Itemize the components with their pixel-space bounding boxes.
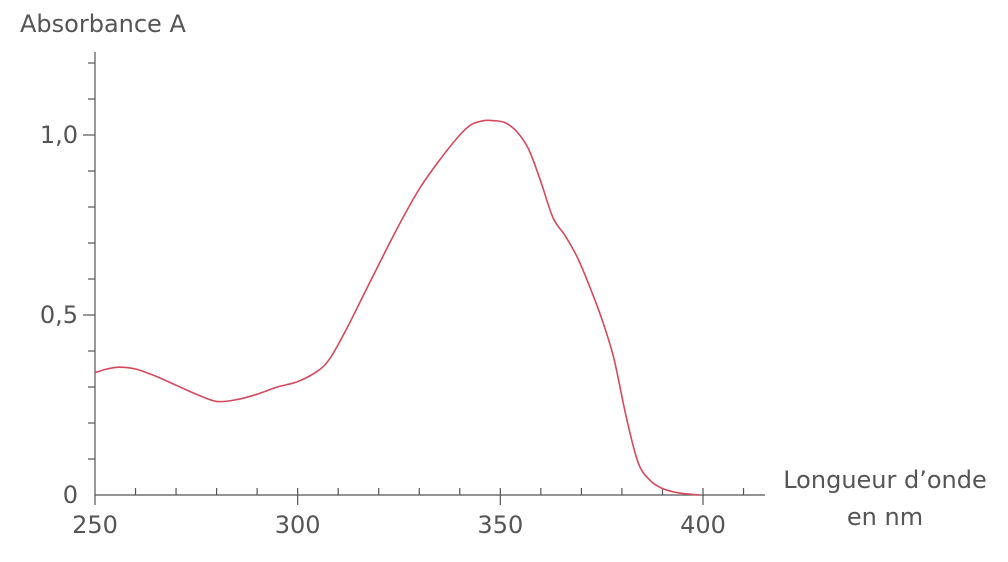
x-axis-label-line-1: Longueur d’onde xyxy=(783,466,987,494)
axes xyxy=(94,52,765,496)
y-tick-label: 0,5 xyxy=(40,301,78,329)
tick-labels: 250 300 350 400 0 0,5 1,0 xyxy=(40,121,726,539)
ticks xyxy=(83,62,745,505)
y-axis-label: Absorbance A xyxy=(20,10,186,38)
x-axis-label-line-2: en nm xyxy=(847,503,923,531)
x-tick-label: 350 xyxy=(477,511,523,539)
x-tick-label: 300 xyxy=(275,511,321,539)
x-tick-label: 250 xyxy=(72,511,118,539)
x-tick-label: 400 xyxy=(680,511,726,539)
absorbance-curve xyxy=(94,119,700,496)
y-tick-label: 1,0 xyxy=(40,121,78,149)
y-tick-label: 0 xyxy=(63,481,78,509)
